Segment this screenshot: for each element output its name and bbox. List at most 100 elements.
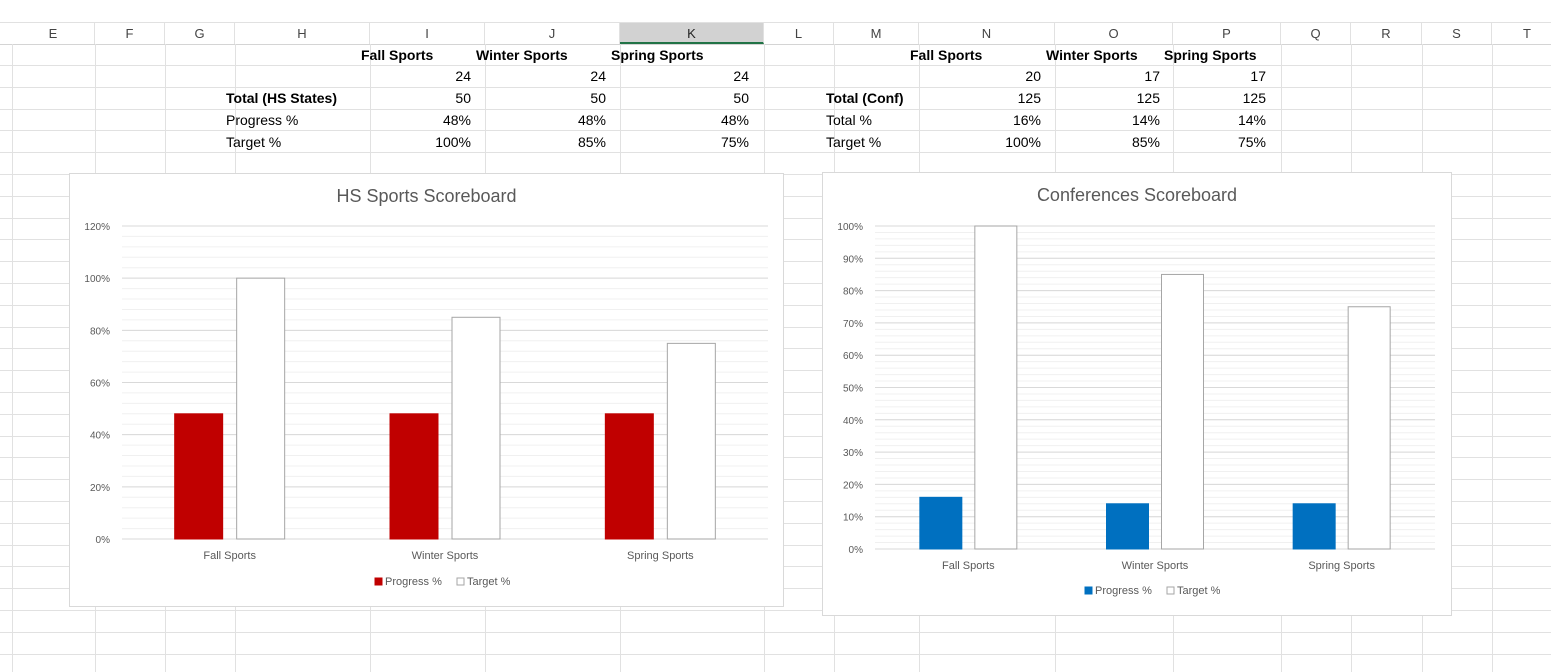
bar-progress [389, 413, 439, 540]
y-tick-label: 70% [843, 319, 863, 330]
toolbar-strip [0, 0, 1551, 22]
conf-count-winter[interactable]: 17 [1144, 68, 1160, 84]
y-tick-label: 30% [843, 448, 863, 459]
conf-header-spring[interactable]: Spring Sports [1164, 47, 1257, 63]
hs-header-fall[interactable]: Fall Sports [361, 47, 434, 63]
legend-swatch [374, 577, 383, 586]
hs-progress-fall[interactable]: 48% [442, 112, 471, 128]
legend-label: Progress % [385, 576, 442, 588]
conf-pct-label[interactable]: Total % [826, 112, 872, 128]
hs-total-label[interactable]: Total (HS States) [226, 90, 337, 106]
bar-target [1161, 273, 1204, 550]
y-tick-label: 100% [84, 274, 110, 285]
x-tick-label: Winter Sports [1122, 560, 1189, 572]
conf-count-spring[interactable]: 17 [1250, 68, 1266, 84]
hs-target-winter[interactable]: 85% [577, 134, 606, 150]
conf-total-label[interactable]: Total (Conf) [826, 90, 904, 106]
column-header-g[interactable]: G [165, 23, 235, 44]
conf-total-winter[interactable]: 125 [1136, 90, 1160, 106]
column-header-i[interactable]: I [370, 23, 485, 44]
chart-title: Conferences Scoreboard [1036, 185, 1238, 205]
hs-header-spring[interactable]: Spring Sports [611, 47, 704, 63]
row-gridline [0, 65, 1551, 66]
conf-total-spring[interactable]: 125 [1242, 90, 1266, 106]
hs-progress-label[interactable]: Progress % [226, 112, 299, 128]
y-tick-label: 120% [84, 222, 110, 233]
bar-target [974, 225, 1018, 550]
column-header-q[interactable]: Q [1281, 23, 1351, 44]
row-gridline [0, 632, 1551, 633]
column-header-h[interactable]: H [235, 23, 370, 44]
bar-target [666, 342, 716, 540]
bar-target [236, 277, 286, 540]
y-tick-label: 80% [843, 287, 863, 298]
column-header-r[interactable]: R [1351, 23, 1422, 44]
column-header-f[interactable]: F [95, 23, 165, 44]
x-tick-label: Winter Sports [412, 550, 479, 562]
column-header-s[interactable]: S [1422, 23, 1492, 44]
y-tick-label: 40% [843, 416, 863, 427]
y-tick-label: 60% [90, 379, 110, 390]
column-header-n[interactable]: N [919, 23, 1055, 44]
legend-label: Progress % [1095, 585, 1152, 597]
conf-count-fall[interactable]: 20 [1025, 68, 1041, 84]
hs-target-spring[interactable]: 75% [720, 134, 749, 150]
conf-target-label[interactable]: Target % [826, 134, 882, 150]
row-gridline [0, 130, 1551, 131]
column-header-l[interactable]: L [764, 23, 834, 44]
column-header-e[interactable]: E [12, 23, 95, 44]
legend-label: Target % [467, 576, 511, 588]
hs-total-spring[interactable]: 50 [733, 90, 749, 106]
conf-target-spring[interactable]: 75% [1237, 134, 1266, 150]
column-header-k[interactable]: K [620, 23, 764, 44]
conferences-chart[interactable]: Conferences Scoreboard 0% 10% 20% 30% 40% 50%… [822, 172, 1452, 616]
legend-label: Target % [1177, 585, 1221, 597]
bar-progress [174, 413, 224, 540]
y-tick-label: 20% [843, 480, 863, 491]
y-tick-label: 80% [90, 326, 110, 337]
row-gridline [0, 109, 1551, 110]
bar-progress [1292, 503, 1336, 550]
y-tick-label: 50% [843, 384, 863, 395]
conf-header-fall[interactable]: Fall Sports [910, 47, 983, 63]
hs-count-winter[interactable]: 24 [590, 68, 606, 84]
hs-sports-plot: 0% 20% 40% 60% 80% 100% 120% Fall Sports Winter … [84, 222, 768, 588]
row-gridline [0, 87, 1551, 88]
hs-target-label[interactable]: Target % [226, 134, 282, 150]
column-header-p[interactable]: P [1173, 23, 1281, 44]
x-tick-label: Fall Sports [942, 560, 995, 572]
hs-progress-winter[interactable]: 48% [577, 112, 606, 128]
conf-target-winter[interactable]: 85% [1131, 134, 1160, 150]
row-gridline [0, 610, 1551, 611]
column-header-m[interactable]: M [834, 23, 919, 44]
hs-count-spring[interactable]: 24 [733, 68, 749, 84]
column-header-t[interactable]: T [1492, 23, 1551, 44]
bar-progress [919, 496, 963, 550]
x-tick-label: Fall Sports [203, 550, 256, 562]
y-tick-label: 100% [837, 222, 863, 233]
column-header-j[interactable]: J [485, 23, 620, 44]
column-gridline [12, 44, 13, 672]
row-gridline [0, 152, 1551, 153]
hs-total-winter[interactable]: 50 [590, 90, 606, 106]
row-gridline [0, 654, 1551, 655]
column-header-o[interactable]: O [1055, 23, 1173, 44]
conf-pct-spring[interactable]: 14% [1237, 112, 1266, 128]
y-tick-label: 40% [90, 431, 110, 442]
hs-sports-chart[interactable]: HS Sports Scoreboard 0% 20% 40% 60% 80% 100% 1… [69, 173, 784, 607]
hs-target-fall[interactable]: 100% [435, 134, 471, 150]
conf-header-winter[interactable]: Winter Sports [1046, 47, 1138, 63]
conf-total-fall[interactable]: 125 [1017, 90, 1041, 106]
x-tick-label: Spring Sports [627, 550, 694, 562]
y-tick-label: 0% [849, 545, 864, 556]
y-tick-label: 0% [96, 535, 111, 546]
bar-target [1347, 306, 1391, 550]
hs-progress-spring[interactable]: 48% [720, 112, 749, 128]
hs-count-fall[interactable]: 24 [455, 68, 471, 84]
hs-header-winter[interactable]: Winter Sports [476, 47, 568, 63]
conf-pct-winter[interactable]: 14% [1131, 112, 1160, 128]
conf-pct-fall[interactable]: 16% [1012, 112, 1041, 128]
conf-target-fall[interactable]: 100% [1005, 134, 1041, 150]
hs-total-fall[interactable]: 50 [455, 90, 471, 106]
